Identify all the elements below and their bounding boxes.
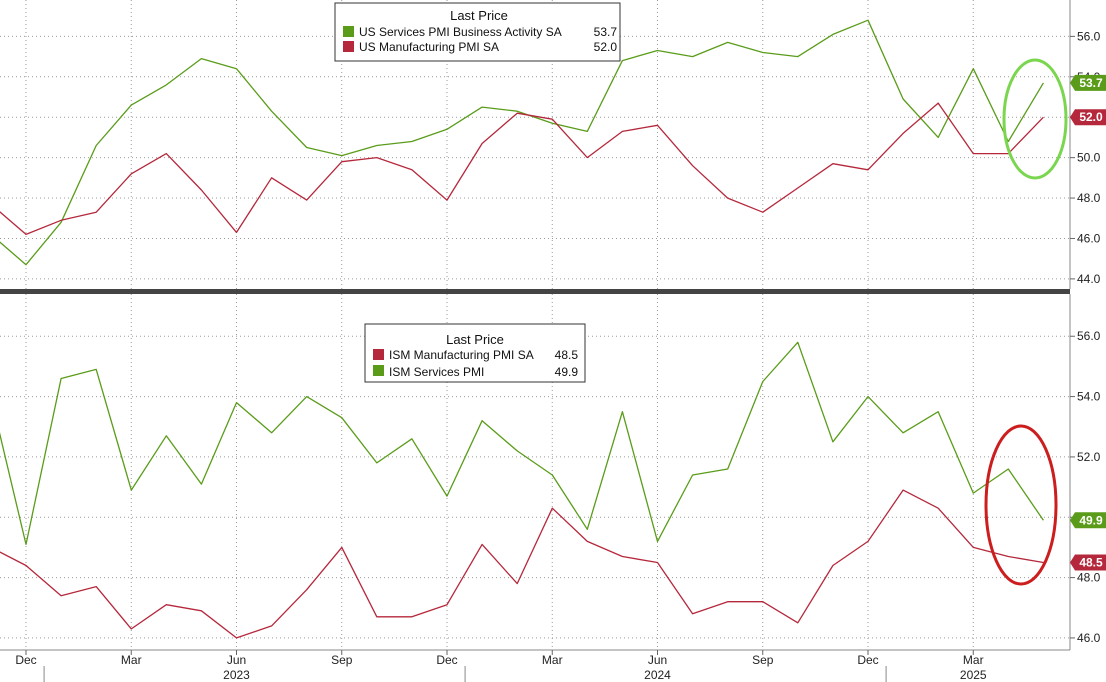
top-legend-value-manufacturing: 52.0 <box>594 40 618 54</box>
top-legend-swatch-manufacturing <box>343 41 354 52</box>
last-value-badge-text: 49.9 <box>1079 513 1103 527</box>
last-value-badge <box>1070 74 1106 91</box>
bottom-legend-value-ism-svc: 49.9 <box>555 365 579 379</box>
last-value-badge <box>1070 554 1106 571</box>
bottom-legend: Last Price ISM Manufacturing PMI SA 48.5… <box>364 323 586 383</box>
x-tick-label: Mar <box>963 653 984 667</box>
bottom-legend-label-ism-mfg: ISM Manufacturing PMI SA <box>389 348 534 362</box>
last-value-badges: 53.7 52.0 48.5 49.9 <box>1070 74 1106 571</box>
gridlines <box>0 0 1070 650</box>
top-legend-label-services: US Services PMI Business Activity SA <box>359 25 562 39</box>
y-tick-label: 54.0 <box>1077 390 1101 404</box>
top-legend-value-services: 53.7 <box>594 25 618 39</box>
y-tick-label: 46.0 <box>1077 631 1101 645</box>
bottom-legend-title: Last Price <box>446 332 504 347</box>
x-tick-label: Dec <box>857 653 878 667</box>
last-value-badge-text: 52.0 <box>1079 110 1103 124</box>
top-legend-swatch-services <box>343 26 354 37</box>
y-tick-label: 48.0 <box>1077 191 1101 205</box>
top-legend-box <box>334 2 621 62</box>
bottom-legend-label-ism-svc: ISM Services PMI <box>389 365 484 379</box>
x-tick-label: Mar <box>121 653 142 667</box>
top-legend-label-manufacturing: US Manufacturing PMI SA <box>359 40 499 54</box>
x-year-label: 2025 <box>960 668 987 682</box>
y-tick-label: 48.0 <box>1077 571 1101 585</box>
x-tick-label: Jun <box>227 653 246 667</box>
series-line-us-services-pmi-business-activity-sa <box>0 19 1044 266</box>
bottom-legend-value-ism-mfg: 48.5 <box>555 348 579 362</box>
y-tick-label: 44.0 <box>1077 272 1101 286</box>
last-value-badge-text: 48.5 <box>1079 556 1103 570</box>
x-year-label: 2023 <box>223 668 250 682</box>
x-year-label: 2024 <box>644 668 671 682</box>
bottom-legend-swatch-ism-svc <box>373 365 384 376</box>
panel-divider <box>0 289 1070 294</box>
series-line-us-manufacturing-pmi-sa <box>0 102 1044 236</box>
x-tick-label: Jun <box>648 653 667 667</box>
series-line-ism-manufacturing-pmi-sa <box>0 489 1044 639</box>
x-tick-label: Sep <box>331 653 353 667</box>
highlight-ellipse-red <box>984 424 1058 586</box>
axis-ticks: 56.054.052.050.048.046.044.056.054.052.0… <box>15 29 1101 682</box>
last-value-badge <box>1070 109 1106 126</box>
x-tick-label: Sep <box>752 653 774 667</box>
last-value-badge <box>1070 512 1106 529</box>
y-tick-label: 56.0 <box>1077 29 1101 43</box>
series-line-ism-services-pmi <box>0 341 1044 546</box>
y-tick-label: 56.0 <box>1077 329 1101 343</box>
x-tick-label: Mar <box>542 653 563 667</box>
top-legend-title: Last Price <box>450 8 508 23</box>
bottom-legend-swatch-ism-mfg <box>373 349 384 360</box>
x-tick-label: Dec <box>15 653 36 667</box>
x-tick-label: Dec <box>436 653 457 667</box>
highlight-ellipse-green <box>1002 58 1068 180</box>
y-tick-label: 50.0 <box>1077 151 1101 165</box>
top-legend: Last Price US Services PMI Business Acti… <box>334 2 621 62</box>
last-value-badge-text: 53.7 <box>1079 76 1103 90</box>
series-lines <box>0 19 1044 639</box>
y-tick-label: 52.0 <box>1077 450 1101 464</box>
bottom-legend-box <box>364 323 586 383</box>
y-tick-label: 46.0 <box>1077 231 1101 245</box>
